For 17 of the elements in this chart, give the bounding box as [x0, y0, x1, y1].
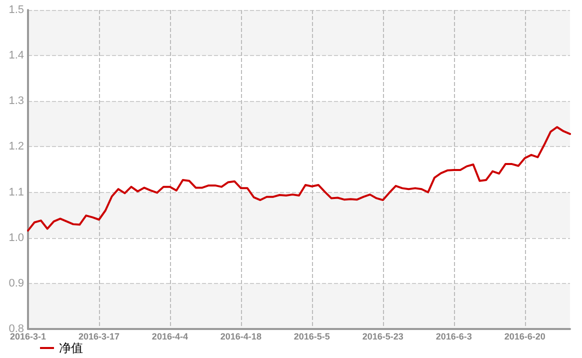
y-tick-label: 1.3: [8, 95, 24, 108]
y-tick-label: 0.9: [8, 277, 24, 290]
x-tick-label: 2016-6-20: [504, 332, 546, 342]
y-tick-label: 1.0: [8, 232, 24, 244]
x-tick-label: 2016-4-18: [220, 332, 262, 342]
line-series: [27, 126, 571, 232]
legend-label: 净值: [59, 341, 83, 355]
x-tick-label: 2016-5-23: [362, 332, 404, 342]
x-tick-label: 2016-6-3: [436, 332, 472, 342]
x-tick-label: 2016-3-1: [10, 332, 46, 342]
y-tick-label: 1.2: [8, 140, 24, 153]
x-tick-label: 2016-3-17: [78, 332, 120, 342]
y-tick-label: 1.4: [8, 50, 24, 62]
y-tick-label: 1.1: [8, 186, 24, 198]
x-tick-label: 2016-5-5: [294, 332, 330, 342]
x-tick-label: 2016-4-4: [152, 332, 188, 342]
y-tick-label: 1.5: [8, 4, 24, 16]
